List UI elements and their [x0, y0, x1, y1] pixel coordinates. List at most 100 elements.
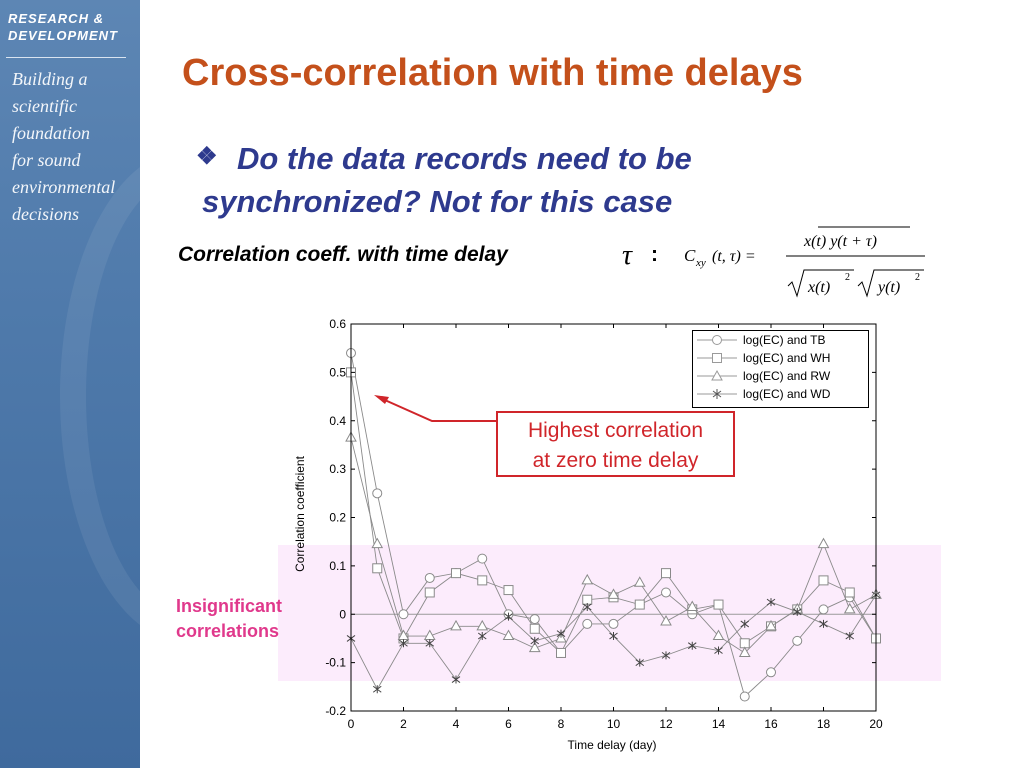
x-tick-label: 18	[817, 717, 831, 731]
data-point-circle	[766, 667, 776, 678]
data-point-square	[556, 647, 566, 658]
y-tick-label: -0.1	[325, 656, 346, 670]
data-point-circle	[529, 614, 540, 625]
chart-legend: log(EC) and TB log(EC) and WH log(EC) an…	[692, 330, 869, 408]
data-point-triangle	[765, 619, 777, 631]
callout-box: Highest correlation at zero time delay	[496, 411, 735, 477]
legend-label: log(EC) and WH	[743, 351, 831, 365]
insignificant-line: correlations	[176, 621, 280, 641]
data-point-star	[766, 598, 776, 607]
data-point-star	[635, 658, 645, 667]
legend-item: log(EC) and RW	[693, 368, 868, 385]
data-point-star	[556, 629, 566, 638]
y-tick-label: 0.3	[329, 462, 346, 476]
data-point-star	[819, 619, 828, 628]
formula-lhs-subscript: xy	[695, 257, 706, 269]
data-point-triangle	[633, 576, 646, 587]
data-point-square	[844, 587, 855, 598]
page-title: Cross-correlation with time delays	[182, 52, 803, 94]
data-point-star	[609, 632, 618, 641]
data-point-triangle	[502, 629, 515, 641]
y-tick-label: -0.2	[325, 704, 346, 718]
data-point-square	[713, 599, 724, 610]
insignificant-line: Insignificant	[176, 596, 283, 616]
data-point-star	[792, 607, 802, 616]
data-point-star	[687, 641, 697, 650]
axis-layer: 0 2 4 6 8 10 12 14 16 18 20 -0.2 -0.1 0 0.1 0.2 0.3 0.4 0.…	[325, 317, 883, 731]
legend-label: log(EC) and RW	[743, 369, 831, 383]
data-point-circle	[582, 618, 593, 629]
x-tick-label: 16	[764, 717, 778, 731]
data-point-star	[372, 685, 382, 694]
data-point-star	[425, 639, 435, 648]
data-point-square	[818, 575, 829, 586]
formula-den-left: x(t)	[807, 279, 830, 296]
data-point-circle	[739, 691, 750, 702]
legend-star-marker-icon	[697, 389, 737, 399]
data-point-star	[477, 632, 487, 641]
data-point-star	[582, 602, 592, 611]
x-tick-label: 12	[659, 717, 673, 731]
legend-item: log(EC) and WH	[693, 350, 868, 367]
data-point-circle	[661, 587, 671, 598]
data-point-square	[451, 568, 461, 579]
legend-circle-marker-icon	[697, 335, 737, 345]
data-point-circle	[608, 618, 619, 629]
y-tick-label: 0.6	[329, 317, 346, 331]
legend-triangle-marker-icon	[697, 369, 737, 381]
legend-item: log(EC) and TB	[693, 332, 868, 349]
data-point-star	[451, 675, 461, 684]
sidebar: RESEARCH & DEVELOPMENT Building a scient…	[0, 0, 140, 768]
data-point-triangle	[581, 573, 594, 585]
insignificant-label: Insignificant correlations	[176, 594, 282, 644]
data-point-star	[845, 632, 855, 641]
bullet-text: Do the data records need to be synchroni…	[202, 141, 692, 219]
x-tick-label: 20	[869, 717, 883, 731]
data-point-star	[530, 636, 540, 645]
data-point-triangle	[371, 537, 384, 549]
legend-square-marker-icon	[697, 353, 737, 363]
y-tick-label: 0	[339, 607, 346, 621]
data-point-circle	[818, 604, 829, 615]
formula-sqrt-left-icon	[787, 269, 854, 298]
x-tick-label: 2	[400, 717, 407, 731]
formula-den-right: y(t)	[876, 279, 900, 296]
data-point-square	[661, 568, 671, 579]
data-point-star	[740, 619, 750, 628]
data-point-triangle	[686, 600, 699, 611]
data-point-circle	[792, 635, 803, 646]
data-point-triangle	[738, 646, 751, 657]
x-tick-label: 6	[505, 717, 512, 731]
formula-power-left: 2	[845, 272, 850, 283]
data-point-square	[477, 575, 488, 586]
data-point-star	[399, 639, 408, 648]
y-tick-label: 0.5	[329, 365, 346, 379]
data-point-square	[634, 599, 645, 610]
tagline-line: foundation	[12, 123, 91, 143]
formula-lhs: C	[684, 246, 696, 265]
formula-lhs-args: (t, τ) =	[712, 248, 756, 265]
formula-numerator: x(t) y(t + τ)	[803, 233, 877, 250]
legend-label: log(EC) and WD	[743, 387, 831, 401]
data-point-square	[582, 594, 593, 605]
data-point-square	[372, 563, 383, 574]
y-tick-label: 0.2	[329, 511, 346, 525]
callout-arrowhead-icon	[374, 395, 389, 404]
formula-power-right: 2	[915, 272, 920, 283]
data-point-triangle	[660, 614, 672, 626]
legend-item: log(EC) and WD	[693, 386, 868, 403]
x-tick-label: 10	[607, 717, 621, 731]
correlation-formula: C xy (t, τ) = x(t) y(t + τ) x(t) 2 y(t) …	[684, 226, 925, 298]
data-point-circle	[477, 553, 488, 564]
data-point-circle	[398, 609, 409, 620]
insignificant-band	[278, 545, 941, 681]
data-point-triangle	[450, 619, 462, 631]
tagline-line: decisions	[12, 204, 79, 224]
y-axis-title: Correlation coefficient	[293, 455, 307, 572]
data-point-triangle	[843, 602, 856, 614]
callout-line: Highest correlation	[527, 419, 704, 442]
callout-arrow-icon	[377, 396, 496, 422]
tagline-line: scientific	[12, 96, 77, 116]
x-tick-label: 0	[348, 717, 355, 731]
